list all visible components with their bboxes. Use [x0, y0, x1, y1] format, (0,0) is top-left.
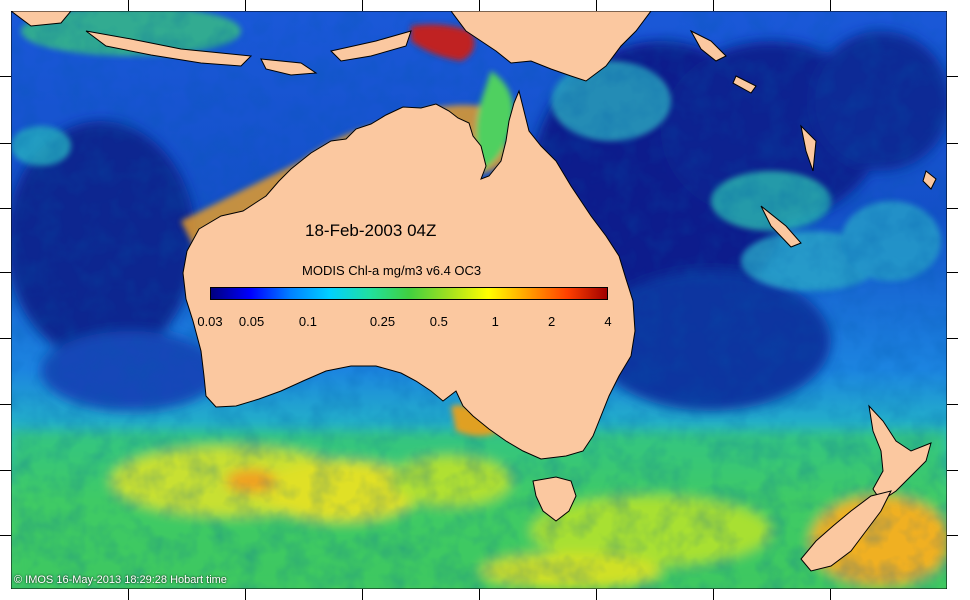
frame-tick	[0, 272, 11, 273]
frame-tick	[830, 589, 831, 600]
frame-tick	[596, 0, 597, 11]
frame-tick	[713, 0, 714, 11]
frame-tick	[362, 0, 363, 11]
frame-tick	[0, 143, 11, 144]
frame-tick	[128, 0, 129, 11]
colorbar-tick-label: 0.03	[197, 314, 223, 329]
frame-tick	[245, 0, 246, 11]
colorbar-tick-label: 1	[491, 314, 499, 329]
new-guinea-landmass	[450, 11, 652, 82]
colorbar-tick-label: 0.05	[238, 314, 265, 329]
chlorophyll-map	[11, 11, 947, 589]
nz-south-island	[800, 490, 892, 572]
colorbar-tick-label: 0.5	[429, 314, 448, 329]
frame-tick	[0, 76, 11, 77]
frame-tick	[947, 338, 958, 339]
frame-tick	[713, 589, 714, 600]
frame-tick	[0, 470, 11, 471]
colorbar-tick-label: 0.1	[298, 314, 317, 329]
indonesia-islands	[11, 11, 412, 76]
frame-tick	[0, 404, 11, 405]
frame-tick	[245, 589, 246, 600]
colorbar-tick-label: 0.25	[369, 314, 396, 329]
frame-tick	[947, 76, 958, 77]
nz-north-island	[868, 404, 932, 502]
australia-landmass	[182, 89, 636, 460]
frame-tick	[947, 404, 958, 405]
date-label: 18-Feb-2003 04Z	[305, 221, 437, 240]
frame-tick	[0, 208, 11, 209]
frame-tick	[0, 338, 11, 339]
frame-tick	[947, 143, 958, 144]
colorbar-tick-label: 4	[604, 314, 612, 329]
pacific-islands	[689, 29, 937, 248]
frame-tick	[947, 535, 958, 536]
colorbar-title: MODIS Chl-a mg/m3 v6.4 OC3	[302, 263, 482, 278]
colorbar	[210, 287, 608, 300]
copyright-text: © IMOS 16-May-2013 18:29:28 Hobart time	[14, 574, 227, 586]
frame-tick	[596, 589, 597, 600]
frame-tick	[947, 272, 958, 273]
tasmania-landmass	[532, 476, 577, 522]
frame-tick	[0, 535, 11, 536]
colorbar-tick-label: 2	[547, 314, 556, 329]
frame-tick	[947, 208, 958, 209]
frame-tick	[479, 0, 480, 11]
frame-tick	[947, 470, 958, 471]
frame-tick	[128, 589, 129, 600]
frame-tick	[830, 0, 831, 11]
frame-tick	[479, 589, 480, 600]
frame-tick	[362, 589, 363, 600]
